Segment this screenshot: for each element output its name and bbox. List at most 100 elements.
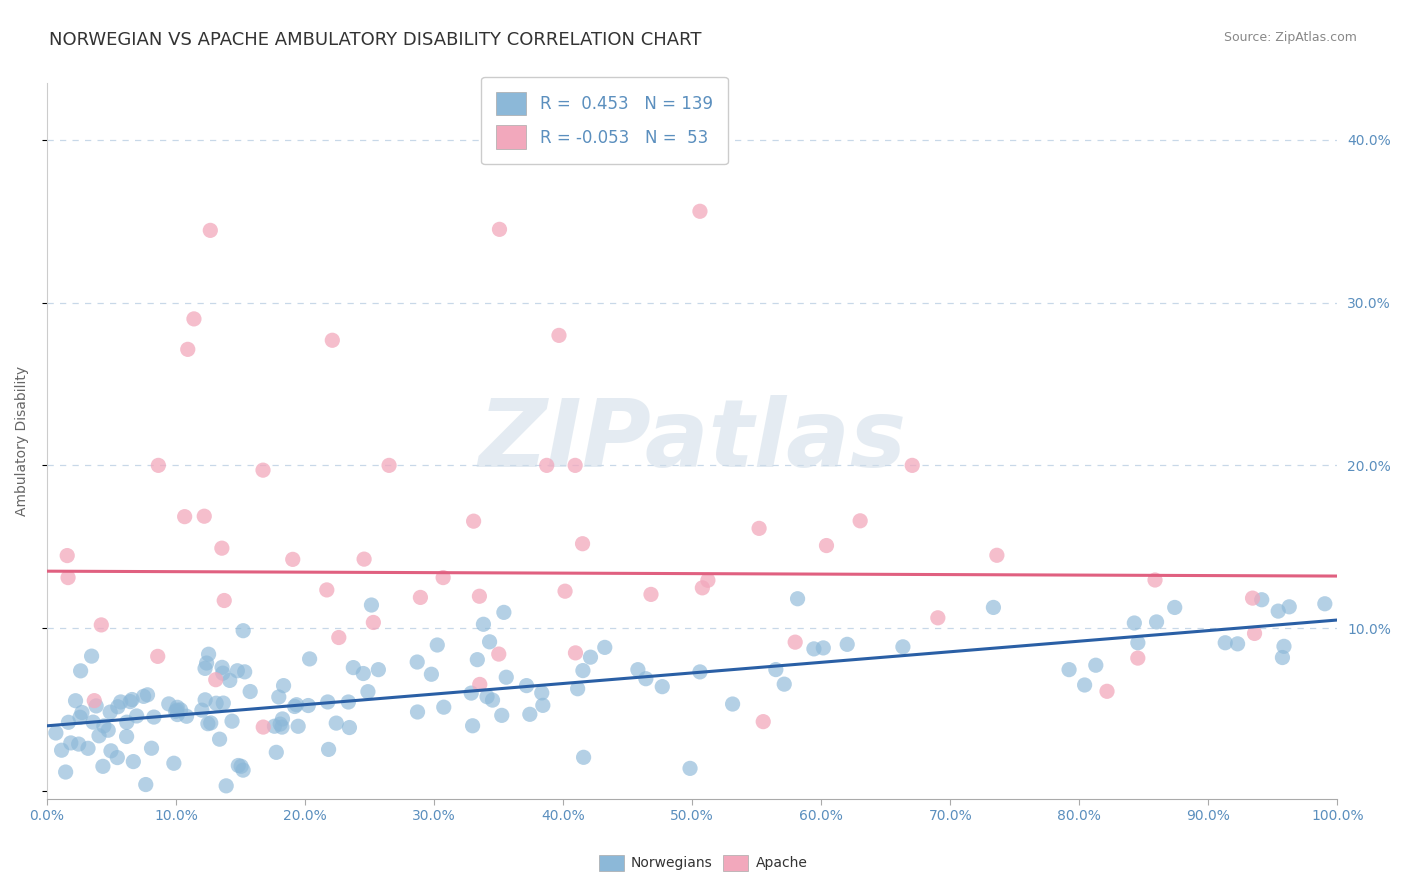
Point xyxy=(285,698,308,712)
Point xyxy=(211,666,233,681)
Text: Source: ZipAtlas.com: Source: ZipAtlas.com xyxy=(1223,31,1357,45)
Point xyxy=(983,600,1005,615)
Point xyxy=(640,587,662,601)
Point xyxy=(363,615,385,630)
Point xyxy=(1313,597,1336,611)
Point xyxy=(531,698,554,713)
Point xyxy=(132,690,155,704)
Point xyxy=(315,582,337,597)
Point xyxy=(200,223,222,237)
Point xyxy=(572,750,595,764)
Point xyxy=(353,552,375,566)
Point xyxy=(1243,626,1265,640)
Point xyxy=(166,707,188,722)
Point xyxy=(367,663,389,677)
Point xyxy=(325,716,347,731)
Point xyxy=(77,741,100,756)
Point xyxy=(100,744,122,758)
Point xyxy=(1226,637,1249,651)
Point xyxy=(406,705,429,719)
Point xyxy=(536,458,558,473)
Point xyxy=(357,684,380,698)
Point xyxy=(316,695,339,709)
Point xyxy=(1278,599,1301,614)
Point xyxy=(136,688,159,702)
Point xyxy=(564,646,586,660)
Point xyxy=(472,617,495,632)
Point xyxy=(530,686,553,700)
Point xyxy=(271,712,294,726)
Point xyxy=(692,581,714,595)
Point xyxy=(204,673,226,687)
Point xyxy=(93,719,115,733)
Point xyxy=(1250,592,1272,607)
Point xyxy=(495,670,517,684)
Point xyxy=(420,667,443,681)
Point xyxy=(166,700,188,714)
Point xyxy=(593,640,616,655)
Point xyxy=(197,716,219,731)
Point xyxy=(194,693,217,707)
Legend: R =  0.453   N = 139, R = -0.053   N =  53: R = 0.453 N = 139, R = -0.053 N = 53 xyxy=(481,77,727,164)
Point xyxy=(177,343,200,357)
Point xyxy=(627,663,650,677)
Y-axis label: Ambulatory Disability: Ambulatory Disability xyxy=(15,366,30,516)
Point xyxy=(1073,678,1095,692)
Point xyxy=(813,640,835,655)
Point xyxy=(426,638,449,652)
Point xyxy=(120,695,142,709)
Point xyxy=(56,571,79,585)
Point xyxy=(468,589,491,603)
Point xyxy=(1146,615,1168,629)
Point xyxy=(1143,573,1166,587)
Point xyxy=(1126,636,1149,650)
Point xyxy=(173,509,195,524)
Point xyxy=(195,656,218,670)
Point xyxy=(360,598,382,612)
Point xyxy=(849,514,872,528)
Point xyxy=(515,679,537,693)
Point xyxy=(267,690,290,704)
Point xyxy=(273,679,295,693)
Point xyxy=(83,693,105,707)
Point xyxy=(232,763,254,777)
Point xyxy=(488,647,510,661)
Point xyxy=(803,641,825,656)
Point xyxy=(90,618,112,632)
Point xyxy=(328,631,350,645)
Point xyxy=(191,703,214,717)
Point xyxy=(148,458,170,473)
Point xyxy=(121,692,143,706)
Point xyxy=(297,698,319,713)
Point xyxy=(212,696,235,710)
Point xyxy=(263,719,285,733)
Point xyxy=(208,732,231,747)
Point xyxy=(80,649,103,664)
Point xyxy=(986,549,1008,563)
Point xyxy=(228,758,250,772)
Point xyxy=(221,714,243,728)
Point xyxy=(1164,600,1187,615)
Point xyxy=(481,693,503,707)
Point xyxy=(491,708,513,723)
Point xyxy=(215,779,238,793)
Point xyxy=(352,666,374,681)
Point xyxy=(571,537,593,551)
Point xyxy=(548,328,571,343)
Point xyxy=(110,695,132,709)
Point xyxy=(176,709,198,723)
Point xyxy=(461,719,484,733)
Point xyxy=(142,710,165,724)
Point xyxy=(432,571,454,585)
Point xyxy=(271,720,294,734)
Point xyxy=(229,759,252,773)
Point xyxy=(378,458,401,473)
Point xyxy=(287,719,309,733)
Point xyxy=(82,715,104,730)
Legend: Norwegians, Apache: Norwegians, Apache xyxy=(593,849,813,876)
Point xyxy=(1126,651,1149,665)
Point xyxy=(752,714,775,729)
Point xyxy=(125,709,148,723)
Point xyxy=(554,584,576,599)
Point xyxy=(1084,658,1107,673)
